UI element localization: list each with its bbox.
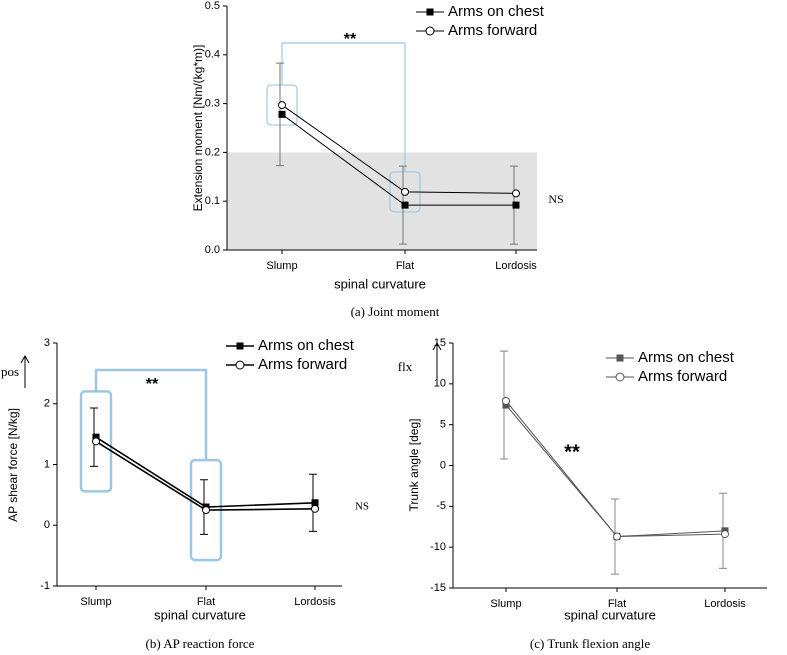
x-tick-label: Lordosis	[704, 598, 746, 610]
marker	[512, 189, 520, 198]
y-tick-label: 0.0	[205, 244, 220, 256]
marker	[278, 101, 286, 110]
x-axis-label: spinal curvature	[154, 607, 246, 622]
x-axis-label: spinal curvature	[334, 276, 426, 291]
arrow-head	[20, 354, 30, 364]
legend-label: Arms on chest	[258, 337, 355, 354]
y-axis-label: Trunk angle [deg]	[407, 419, 421, 512]
legend-label: Arms forward	[258, 356, 347, 373]
marker	[401, 187, 409, 196]
annotation: NS	[355, 501, 369, 513]
marker	[502, 396, 510, 405]
bracket	[94, 368, 208, 461]
legend-marker	[615, 372, 625, 382]
legend-marker	[235, 360, 245, 370]
y-tick-label: -1	[40, 580, 50, 592]
y-tick-label: 0.3	[205, 98, 220, 110]
shaded-band	[227, 152, 537, 250]
y-tick-label: 2	[44, 398, 50, 410]
annotation: **	[146, 376, 159, 393]
legend-marker	[426, 8, 434, 16]
y-tick-label: 5	[440, 419, 446, 431]
legend-marker	[425, 26, 435, 36]
x-tick-label: Slump	[266, 260, 297, 272]
legend-marker	[616, 354, 624, 362]
annotation: pos	[1, 364, 19, 379]
marker	[278, 110, 286, 118]
y-tick-label: 0	[44, 519, 50, 531]
marker	[401, 201, 409, 209]
y-tick-label: 10	[434, 378, 446, 390]
annotation: **	[564, 441, 580, 463]
marker	[721, 530, 729, 539]
marker	[92, 433, 100, 441]
y-tick-label: 0.2	[205, 146, 220, 158]
y-axis-label: AP shear force [N/kg]	[6, 408, 20, 522]
x-tick-label: Flat	[197, 596, 215, 608]
marker	[311, 499, 319, 507]
marker	[613, 532, 621, 541]
annotation: NS	[548, 192, 563, 206]
y-tick-label: -10	[430, 541, 446, 553]
marker	[311, 504, 319, 513]
marker	[92, 437, 100, 446]
x-tick-label: Slump	[490, 598, 521, 610]
x-tick-label: Lordosis	[495, 260, 537, 272]
y-tick-label: 0.4	[205, 49, 220, 61]
x-tick-label: Flat	[396, 260, 414, 272]
annotation: flx	[398, 359, 413, 374]
x-tick-label: Slump	[80, 596, 111, 608]
x-tick-label: Flat	[608, 598, 626, 610]
x-tick-label: Lordosis	[294, 596, 336, 608]
y-tick-label: -5	[436, 500, 446, 512]
annotation: **	[344, 31, 357, 48]
y-tick-label: 0	[440, 459, 446, 471]
marker	[512, 201, 520, 209]
legend-label: Arms on chest	[638, 349, 735, 366]
y-tick-label: -15	[430, 582, 446, 594]
y-tick-label: 0.5	[205, 0, 220, 12]
legend-label: Arms forward	[448, 22, 537, 39]
y-axis-label: Extension moment [Nm/(kg*m)]	[191, 45, 205, 212]
y-tick-label: 0.1	[205, 195, 220, 207]
marker	[202, 506, 210, 515]
legend-label: Arms on chest	[448, 3, 545, 20]
caption: (a) Joint moment	[351, 304, 440, 319]
caption: (b) AP reaction force	[146, 636, 255, 651]
legend-label: Arms forward	[638, 368, 727, 385]
caption: (c) Trunk flexion angle	[530, 636, 650, 651]
marker	[502, 401, 510, 409]
y-tick-label: 1	[44, 458, 50, 470]
y-tick-label: 3	[44, 337, 50, 349]
arrow-head	[432, 341, 442, 351]
legend-marker	[236, 342, 244, 350]
bracket	[281, 42, 406, 172]
x-axis-label: spinal curvature	[564, 607, 656, 622]
